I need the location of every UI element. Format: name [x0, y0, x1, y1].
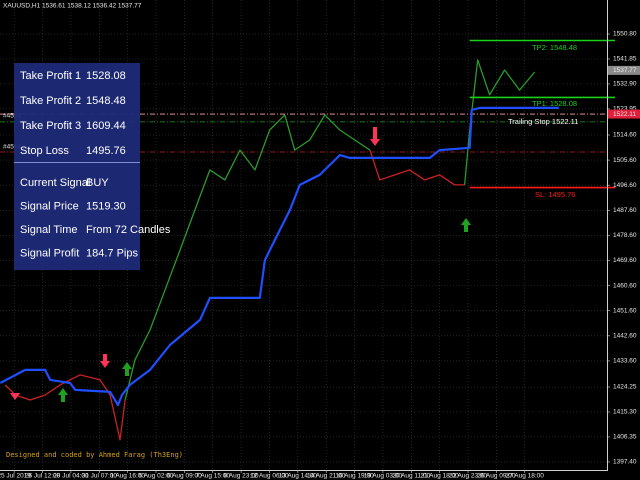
buy-arrow	[461, 218, 471, 232]
panel-label: Take Profit 2	[20, 95, 81, 107]
symbol-header: XAUUSD,H1 1536.61 1538.12 1536.42 1537.7…	[3, 3, 142, 10]
x-tick-label: 12 Aug 06:00	[250, 473, 289, 480]
info-panel: Take Profit 1 1528.08 Take Profit 2 1548.48…	[14, 63, 171, 270]
y-tick-label: 1550.80	[613, 31, 637, 38]
level-label: SL: 1495.76	[535, 190, 575, 199]
price-tag	[608, 65, 640, 75]
x-tick-label: 21 Aug 18:00	[420, 473, 459, 480]
y-tick-label: 1487.60	[613, 207, 637, 214]
panel-value: 184.7 Pips	[86, 247, 138, 259]
level-label: TP2: 1548.48	[532, 43, 577, 52]
panel-label: Current Signal	[20, 177, 90, 189]
buy-arrow	[58, 388, 68, 402]
sell-arrow	[10, 393, 20, 400]
panel-bg	[14, 63, 140, 270]
price-line	[124, 114, 371, 401]
x-tick-label: 26 Aug 09:00	[477, 473, 516, 480]
price-line	[4, 374, 126, 441]
panel-label: Stop Loss	[20, 145, 69, 157]
y-tick-label: 1442.60	[613, 333, 637, 340]
y-tick-label: 1523.95	[613, 106, 637, 113]
y-tick-label: 1460.60	[613, 282, 637, 289]
panel-label: Take Profit 1	[20, 70, 81, 82]
x-tick-label: 16 Aug 19:00	[335, 473, 374, 480]
y-tick-label: 1514.60	[613, 132, 637, 139]
x-tick-label: 7 Aug 15:00	[195, 473, 230, 480]
y-tick-label: 1469.60	[613, 257, 637, 264]
x-axis	[0, 470, 608, 471]
y-tick-label: 1397.40	[613, 459, 637, 466]
price-tag-label: 1522.11	[613, 111, 636, 118]
sell-arrow	[100, 354, 110, 368]
x-tick-label: 5 Aug 02:00	[139, 473, 174, 480]
order-label: #4564	[3, 113, 21, 120]
level-label: TP1: 1528.08	[532, 99, 577, 108]
panel-value: 1548.48	[86, 95, 126, 107]
panel-value: 1528.08	[86, 70, 126, 82]
x-tick-label: 19 Aug 03:00	[364, 473, 403, 480]
order-label: #4564	[3, 144, 21, 151]
x-tick-label: 26 Jul 12:00	[25, 473, 61, 480]
x-tick-label: 22 Aug 23:00	[449, 473, 488, 480]
credit: Designed and coded by Ahmed Farag (Th3En…	[6, 451, 183, 459]
panel-value: 1609.44	[86, 120, 126, 132]
x-tick-label: 20 Aug 11:00	[392, 473, 430, 480]
y-tick-label: 1433.60	[613, 358, 637, 365]
x-tick-label: 31 Jul 07:00	[82, 473, 118, 480]
y-tick-label: 1532.90	[613, 81, 637, 88]
y-tick-label: 1541.85	[613, 56, 637, 63]
y-tick-label: 1496.60	[613, 182, 637, 189]
y-tick-label: 1505.60	[613, 157, 637, 164]
x-tick-label: 25 Jul 2019	[0, 473, 31, 480]
y-tick-label: 1451.60	[613, 307, 637, 314]
sell-arrow	[370, 127, 380, 146]
price-tag	[608, 109, 640, 119]
x-tick-label: 13 Aug 14:00	[279, 473, 318, 480]
panel-label: Signal Profit	[20, 247, 79, 259]
y-tick-label: 1406.35	[613, 434, 637, 441]
level-label: Trailing Stop 1522.11	[508, 117, 578, 126]
panel-label: Take Profit 3	[20, 120, 81, 132]
x-tick-label: 8 Aug 23:00	[224, 473, 259, 480]
panel-value: BUY	[86, 177, 109, 189]
panel-value: 1495.76	[86, 145, 126, 157]
buy-arrow	[122, 362, 132, 376]
x-tick-label: 14 Aug 21:00	[307, 473, 346, 480]
x-tick-label: 29 Jul 04:00	[53, 473, 89, 480]
x-tick-label: 1 Aug 16:00	[110, 473, 145, 480]
panel-label: Signal Time	[20, 224, 77, 236]
y-tick-label: 1424.25	[613, 384, 637, 391]
panel-value: 1519.30	[86, 200, 126, 212]
x-tick-label: 27 Aug 18:00	[506, 473, 545, 480]
y-tick-label: 1478.60	[613, 232, 637, 239]
panel-separator	[14, 162, 140, 163]
panel-label: Signal Price	[20, 200, 79, 212]
y-tick-label: 1415.30	[613, 409, 637, 416]
x-tick-label: 6 Aug 09:00	[167, 473, 202, 480]
trailing-stop-line	[0, 106, 559, 407]
price-tag-label: 1537.77	[613, 67, 637, 74]
price-line	[369, 149, 465, 186]
y-axis	[607, 0, 608, 470]
panel-value: From 72 Candles	[86, 224, 171, 236]
signal-arrows	[10, 127, 471, 402]
